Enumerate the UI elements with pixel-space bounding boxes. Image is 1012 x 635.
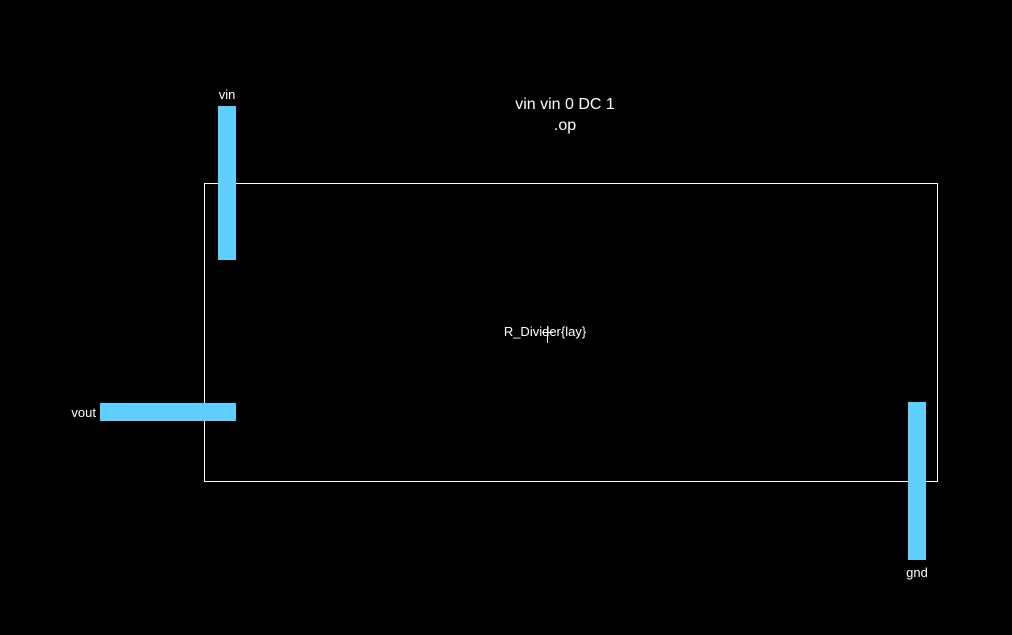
pin-gnd-wire[interactable]	[908, 402, 926, 560]
spice-directive-op[interactable]: .op	[553, 117, 577, 134]
spice-directive-source[interactable]: vin vin 0 DC 1	[515, 96, 615, 113]
pin-vin-wire[interactable]	[218, 106, 236, 260]
origin-cross-icon	[542, 326, 553, 343]
origin-cross-vertical	[547, 326, 548, 343]
cell-instance-name: R_Divider{lay}	[503, 324, 587, 339]
pin-vout-wire[interactable]	[100, 403, 236, 421]
pin-gnd-label: gnd	[906, 565, 928, 580]
pin-vin-label: vin	[218, 87, 236, 102]
pin-vout-label: vout	[71, 405, 96, 420]
cell-instance-outline[interactable]	[204, 183, 938, 482]
